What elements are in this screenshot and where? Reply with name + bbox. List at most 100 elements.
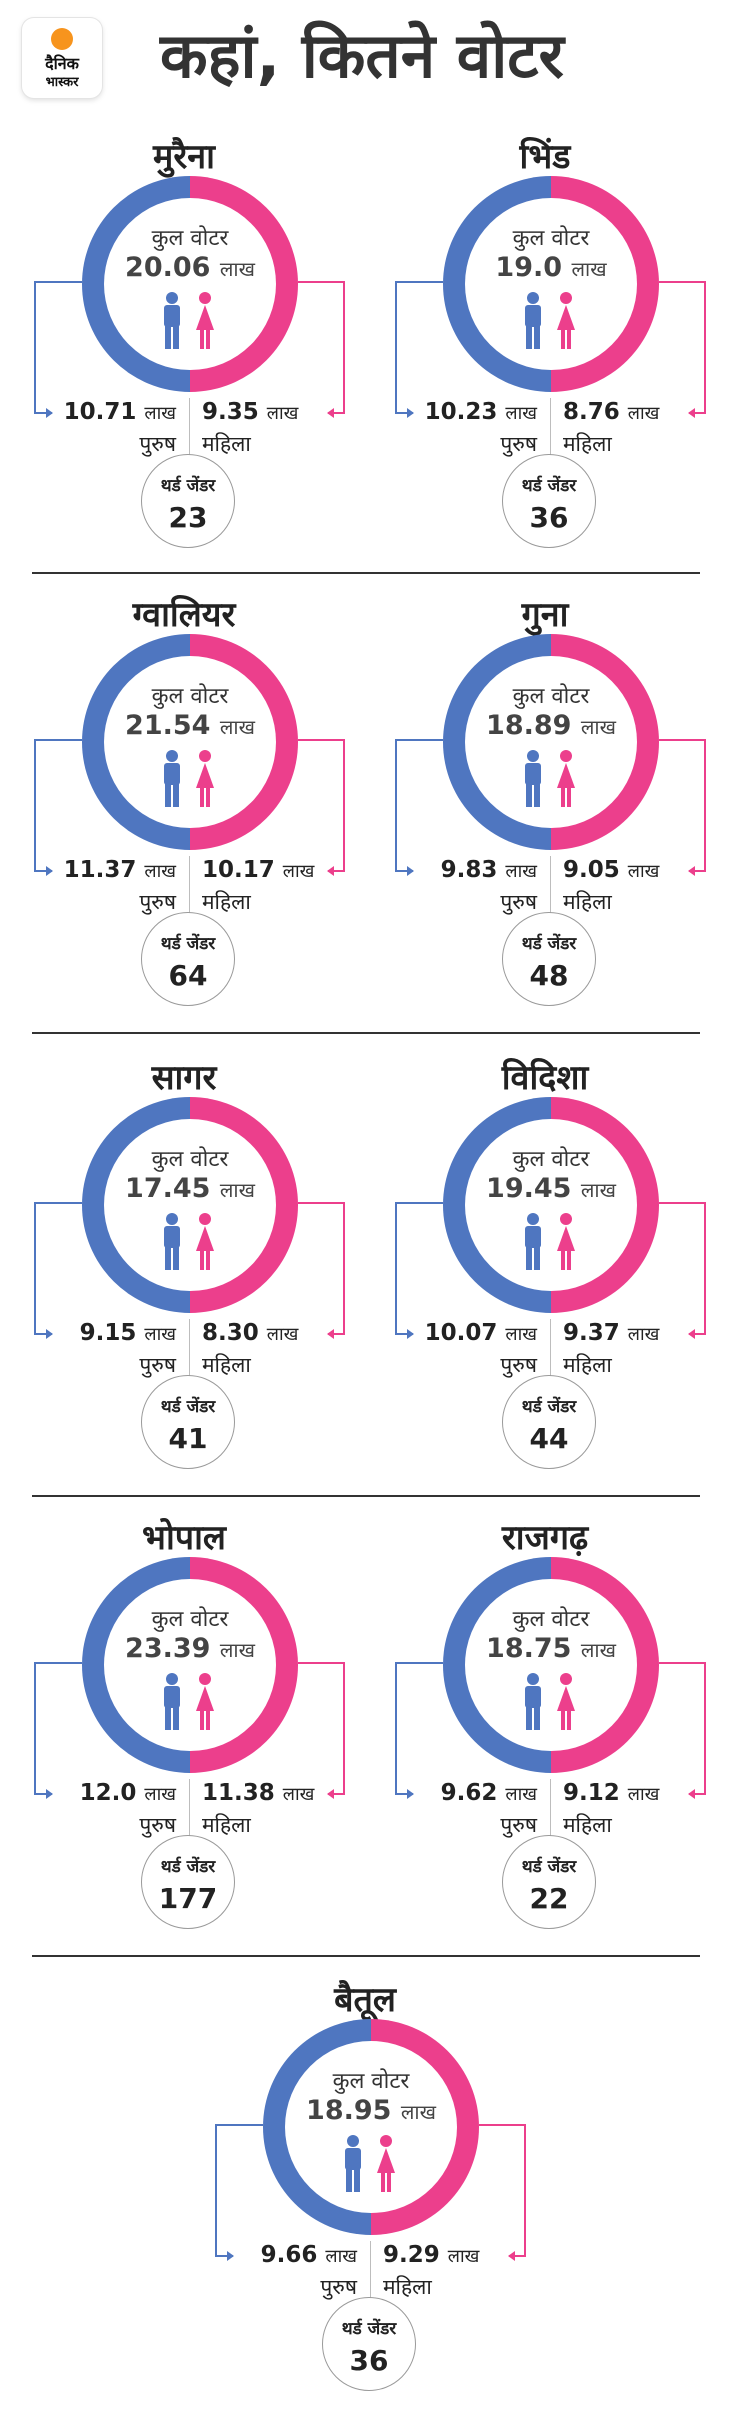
female-icon [196,1213,214,1270]
row-divider [32,1955,700,1957]
unit-label: लाख [219,715,255,739]
unit-label: लाख [627,403,660,424]
unit-label: लाख [505,861,537,882]
female-label: महिला [383,2275,432,2299]
female-leader-line [659,1662,706,1799]
district-card: राजगढ़ कुल वोटर 18.75 लाख 9.62 लाख पुरुष 9.12… [365,1513,725,1953]
female-label: महिला [202,1813,251,1837]
male-icon [164,750,180,807]
female-number: 8.76 [563,399,620,425]
male-icon [164,292,180,349]
district-name: विदिशा [501,1058,589,1098]
male-icon [164,1673,180,1730]
male-leader-line [395,739,443,876]
female-leader-line [659,1202,706,1339]
unit-label: लाख [505,1784,537,1805]
female-number: 9.37 [563,1320,620,1346]
female-number: 8.30 [202,1320,259,1346]
female-leader-line [298,1202,345,1339]
male-voters-value: 10.07 लाख [425,1320,537,1346]
district-card: ग्वालियर कुल वोटर 21.54 लाख 11.37 लाख पुरुष 1… [4,590,364,1030]
unit-label: लाख [282,861,315,882]
third-gender-label: थर्ड जेंडर [341,2319,397,2339]
total-voters-value: 19.0 लाख [443,252,659,283]
female-icon [196,1673,214,1730]
female-voters-value: 9.12 लाख [563,1780,659,1806]
female-label: महिला [202,890,251,914]
row-divider [32,572,700,574]
total-number: 18.89 [486,710,572,741]
donut-center [465,656,637,828]
female-icon-wrap [555,1213,577,1275]
male-icon-wrap [522,292,544,354]
third-gender-badge: थर्ड जेंडर 23 [141,454,235,548]
unit-label: लाख [627,1784,660,1805]
female-icon [557,1213,575,1270]
male-voters-value: 9.15 लाख [80,1320,176,1346]
male-leader-line [34,1662,82,1799]
total-voters-value: 18.75 लाख [443,1633,659,1664]
male-label: पुरुष [500,432,537,456]
district-name: बैतूल [334,1980,396,2020]
total-number: 18.95 [306,2095,392,2126]
male-voters-value: 11.37 लाख [64,857,176,883]
unit-label: लाख [219,1178,255,1202]
female-voters-value: 9.29 लाख [383,2242,479,2268]
third-gender-badge: थर्ड जेंडर 36 [502,454,596,548]
male-icon [345,2135,361,2192]
female-voters-value: 9.35 लाख [202,399,298,425]
female-label: महिला [202,432,251,456]
female-icon [557,750,575,807]
total-voters-label: कुल वोटर [332,2069,410,2094]
third-gender-value: 36 [349,2344,389,2377]
total-number: 17.45 [125,1173,211,1204]
unit-label: लाख [580,715,616,739]
female-icon-wrap [375,2135,397,2197]
female-number: 10.17 [202,857,275,883]
total-voters-value: 20.06 लाख [82,252,298,283]
total-voters-label: कुल वोटर [512,226,590,251]
third-gender-badge: थर्ड जेंडर 36 [322,2297,416,2391]
female-label: महिला [563,1813,612,1837]
third-gender-value: 44 [529,1422,569,1455]
unit-label: लाख [505,403,537,424]
sun-icon [51,28,73,50]
center-divider [370,2241,371,2303]
total-voters-label: कुल वोटर [512,1607,590,1632]
male-icon [164,1213,180,1270]
total-number: 21.54 [125,710,211,741]
unit-label: लाख [144,1324,176,1345]
unit-label: लाख [144,1784,176,1805]
unit-label: लाख [144,403,176,424]
female-voters-value: 11.38 लाख [202,1780,314,1806]
female-icon [196,292,214,349]
unit-label: लाख [400,2100,436,2124]
male-label: पुरुष [139,890,176,914]
female-icon-wrap [194,1673,216,1735]
row-divider [32,1495,700,1497]
district-card: मुरैना कुल वोटर 20.06 लाख 10.71 लाख पुरुष 9.3… [4,132,364,572]
third-gender-badge: थर्ड जेंडर 44 [502,1375,596,1469]
district-card: सागर कुल वोटर 17.45 लाख 9.15 लाख पुरुष 8.30 ल… [4,1053,364,1493]
third-gender-value: 22 [529,1882,569,1915]
male-voters-value: 10.71 लाख [64,399,176,425]
total-number: 20.06 [125,252,211,283]
third-gender-badge: थर्ड जेंडर 22 [502,1835,596,1929]
male-voters-value: 12.0 लाख [80,1780,176,1806]
third-gender-label: थर्ड जेंडर [160,1857,216,1877]
third-gender-value: 36 [529,501,569,534]
female-icon-wrap [194,750,216,812]
male-icon [525,750,541,807]
male-voters-value: 9.83 लाख [441,857,537,883]
unit-label: लाख [282,1784,315,1805]
female-icon-wrap [194,1213,216,1275]
donut-center [104,1579,276,1751]
female-number: 11.38 [202,1780,275,1806]
third-gender-value: 177 [158,1882,218,1915]
center-divider [550,1319,551,1381]
third-gender-value: 64 [168,959,208,992]
male-icon-wrap [522,750,544,812]
third-gender-label: थर्ड जेंडर [521,1397,577,1417]
male-number: 10.23 [424,399,498,425]
male-voters-value: 10.23 लाख [425,399,537,425]
